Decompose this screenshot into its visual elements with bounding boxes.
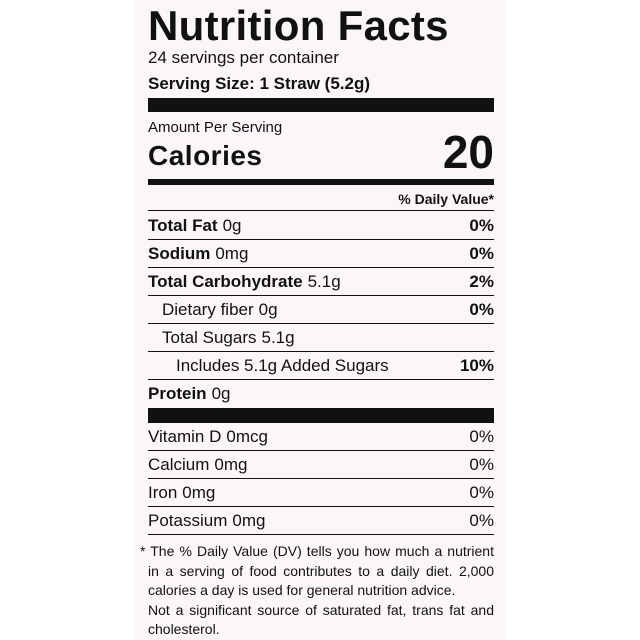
nutrient-name: Dietary fiber	[162, 299, 254, 319]
daily-value: 0%	[469, 482, 494, 502]
nutrient-amount: 0mg	[232, 510, 266, 530]
amount-per-serving: Amount Per Serving	[148, 119, 283, 136]
calories-label: Calories	[148, 140, 263, 171]
nutrient-amount: 0mg	[214, 454, 248, 474]
nutrient-name: Total Carbohydrate	[148, 271, 303, 291]
nutrient-name: Potassium	[148, 510, 228, 530]
nutrient-amount: 0mcg	[226, 426, 268, 446]
nutrient-name: Total Fat	[148, 215, 218, 235]
daily-value: 10%	[459, 355, 494, 375]
nutrient-amount: 5.1g	[261, 327, 295, 347]
footnotes: * The % Daily Value (DV) tells you how m…	[140, 542, 494, 640]
daily-value: 0%	[469, 510, 494, 530]
nutrient-name: Calcium	[148, 454, 210, 474]
nutrient-amount: 0g	[211, 383, 231, 403]
title: Nutrition Facts	[148, 2, 449, 49]
nutrient-row: Includes 5.1g Added Sugars 10%	[148, 352, 494, 380]
daily-value: 0%	[469, 299, 494, 319]
daily-value: 0%	[469, 426, 494, 446]
medium-rule	[148, 179, 494, 185]
nutrient-amount: 0g	[222, 215, 242, 235]
daily-value: 0%	[469, 454, 494, 474]
nutrient-row: Total Carbohydrate 5.1g 2%	[148, 268, 494, 296]
daily-value: 0%	[469, 215, 494, 235]
nutrient-name: Sodium	[148, 243, 211, 263]
servings: 24 servings per container	[148, 48, 339, 67]
nutrient-row: Total Sugars 5.1g	[148, 324, 494, 352]
nutrient-row: Total Fat 0g 0%	[148, 212, 494, 240]
nutrient-row: Iron 0mg 0%	[148, 479, 494, 507]
nutrient-row: Vitamin D 0mcg 0%	[148, 423, 494, 451]
daily-value-header: % Daily Value*	[148, 190, 494, 211]
nutrient-amount: 5.1g	[307, 271, 341, 291]
serving-size: Serving Size: 1 Straw (5.2g)	[148, 74, 371, 93]
nutrient-name: Total Sugars	[162, 327, 257, 347]
thick-rule	[148, 408, 494, 423]
nutrient-row: Calcium 0mg 0%	[148, 451, 494, 479]
daily-value: 0%	[469, 243, 494, 263]
daily-value: 2%	[469, 271, 494, 291]
footnote: Not a significant source of saturated fa…	[148, 601, 494, 638]
nutrient-row: Sodium 0mg 0%	[148, 240, 494, 268]
nutrient-name: Vitamin D	[148, 426, 222, 446]
nutrient-row: Potassium 0mg 0%	[148, 507, 494, 535]
thick-rule	[148, 98, 494, 112]
nutrient-name: Protein	[148, 383, 207, 403]
nutrient-row: Protein 0g	[148, 380, 494, 407]
footnote: * The % Daily Value (DV) tells you how m…	[140, 543, 494, 599]
calories-value: 20	[442, 126, 494, 178]
nutrient-amount: 0g	[258, 299, 278, 319]
nutrient-name: Iron	[148, 482, 178, 502]
nutrient-name: Includes 5.1g Added Sugars	[176, 355, 389, 375]
nutrient-amount: 0mg	[215, 243, 249, 263]
nutrient-amount: 0mg	[182, 482, 216, 502]
nutrient-row: Dietary fiber 0g 0%	[148, 296, 494, 324]
